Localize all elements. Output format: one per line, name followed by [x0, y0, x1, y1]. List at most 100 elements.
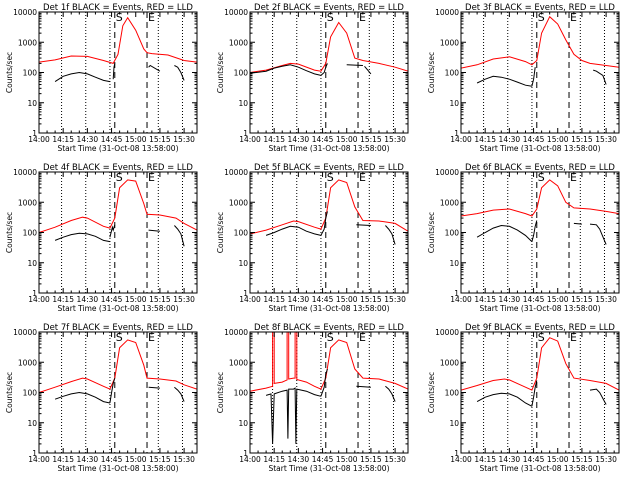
y-tick-label: 100 — [445, 389, 460, 398]
lld-series-line — [250, 332, 408, 392]
y-tick-label: 100 — [234, 389, 249, 398]
panel-title: Det 4f BLACK = Events, RED = LLD — [43, 163, 193, 173]
y-tick-label: 1 — [243, 129, 248, 138]
x-tick-label: 14:15 — [52, 135, 74, 144]
marker-label-s: S — [327, 331, 334, 344]
x-tick-label: 15:30 — [173, 295, 195, 304]
events-series-segment — [476, 75, 532, 87]
events-series-segment — [148, 386, 160, 389]
plot-area — [39, 172, 197, 293]
y-tick-label: 10000 — [13, 168, 37, 177]
events-series-segment — [531, 380, 538, 407]
plot-frame — [38, 11, 198, 134]
x-tick-label: 15:15 — [571, 295, 593, 304]
x-tick-label: 14:45 — [523, 455, 545, 464]
plot-frame — [460, 331, 620, 454]
x-tick-label: 15:00 — [336, 135, 358, 144]
y-tick-label: 1 — [454, 449, 459, 458]
y-tick-label: 10000 — [224, 8, 248, 17]
x-tick-label: 14:15 — [263, 135, 285, 144]
marker-label-s: S — [116, 331, 123, 344]
events-series-segment — [385, 225, 396, 245]
events-series-segment — [265, 225, 322, 236]
y-axis-label: Counts/sec — [216, 372, 225, 413]
plot-area — [250, 332, 408, 453]
y-tick-label: 100 — [234, 229, 249, 238]
x-tick-label: 14:45 — [101, 135, 123, 144]
x-tick-label: 15:15 — [360, 455, 382, 464]
x-tick-label: 14:30 — [288, 135, 310, 144]
x-tick-label: 14:00 — [28, 295, 50, 304]
x-tick-label: 14:45 — [312, 135, 334, 144]
panel-title: Det 3f BLACK = Events, RED = LLD — [465, 3, 615, 13]
x-tick-label: 14:30 — [77, 295, 99, 304]
x-axis-label: Start Time (31-Oct-08 13:58:00) — [479, 144, 600, 153]
y-tick-label: 1000 — [229, 358, 248, 367]
panel-title: Det 6f BLACK = Events, RED = LLD — [465, 163, 615, 173]
events-series-segment — [250, 64, 322, 76]
marker-label-e: E — [570, 171, 577, 184]
x-tick-label: 15:00 — [336, 455, 358, 464]
plot-frame — [249, 11, 409, 134]
events-series-segment — [174, 65, 185, 81]
x-tick-label: 14:30 — [288, 295, 310, 304]
y-tick-label: 1 — [32, 449, 37, 458]
x-axis-label: Start Time (31-Oct-08 13:58:00) — [268, 464, 389, 473]
x-tick-label: 15:00 — [547, 455, 569, 464]
lld-series-line — [461, 15, 619, 69]
x-axis-label: Start Time (31-Oct-08 13:58:00) — [57, 144, 178, 153]
y-tick-label: 10 — [27, 419, 37, 428]
panel-title: Det 9f BLACK = Events, RED = LLD — [465, 323, 615, 333]
events-series-segment — [385, 385, 396, 402]
x-tick-label: 15:00 — [125, 135, 147, 144]
events-series-segment — [593, 69, 607, 85]
y-tick-label: 1000 — [440, 198, 459, 207]
x-tick-label: 14:00 — [239, 295, 261, 304]
events-series-segment — [174, 225, 185, 247]
panel-title: Det 5f BLACK = Events, RED = LLD — [254, 163, 404, 173]
plot-frame — [460, 11, 620, 134]
x-tick-label: 15:30 — [595, 455, 617, 464]
y-tick-label: 100 — [23, 389, 38, 398]
x-tick-label: 14:30 — [499, 295, 521, 304]
x-tick-label: 14:00 — [239, 135, 261, 144]
lld-series-line — [461, 179, 619, 217]
marker-label-e: E — [148, 171, 155, 184]
plot-frame — [38, 331, 198, 454]
y-tick-label: 1000 — [18, 358, 37, 367]
y-tick-label: 10 — [449, 259, 459, 268]
marker-label-s: S — [327, 171, 334, 184]
x-tick-label: 14:00 — [450, 295, 472, 304]
lld-series-line — [250, 21, 408, 73]
y-tick-label: 1000 — [440, 38, 459, 47]
x-axis-label: Start Time (31-Oct-08 13:58:00) — [268, 304, 389, 313]
y-tick-label: 1 — [454, 289, 459, 298]
lld-series-line — [39, 16, 197, 64]
events-series-segment — [346, 64, 363, 66]
marker-label-e: E — [359, 11, 366, 24]
events-series-segment — [589, 223, 607, 245]
y-tick-label: 10000 — [435, 8, 459, 17]
y-tick-label: 10000 — [435, 328, 459, 337]
y-tick-label: 1000 — [18, 198, 37, 207]
lld-series-line — [461, 337, 619, 391]
marker-label-s: S — [538, 331, 545, 344]
events-series-segment — [54, 71, 110, 83]
x-tick-label: 14:30 — [499, 455, 521, 464]
y-tick-label: 1000 — [18, 38, 37, 47]
y-tick-label: 1 — [454, 129, 459, 138]
x-axis-label: Start Time (31-Oct-08 13:58:00) — [479, 304, 600, 313]
x-tick-label: 14:00 — [28, 455, 50, 464]
y-tick-label: 10 — [27, 99, 37, 108]
y-axis-label: Counts/sec — [216, 52, 225, 93]
events-series-segment — [148, 229, 160, 232]
events-series-segment — [531, 67, 536, 87]
x-tick-label: 14:45 — [312, 295, 334, 304]
x-axis-label: Start Time (31-Oct-08 13:58:00) — [268, 144, 389, 153]
